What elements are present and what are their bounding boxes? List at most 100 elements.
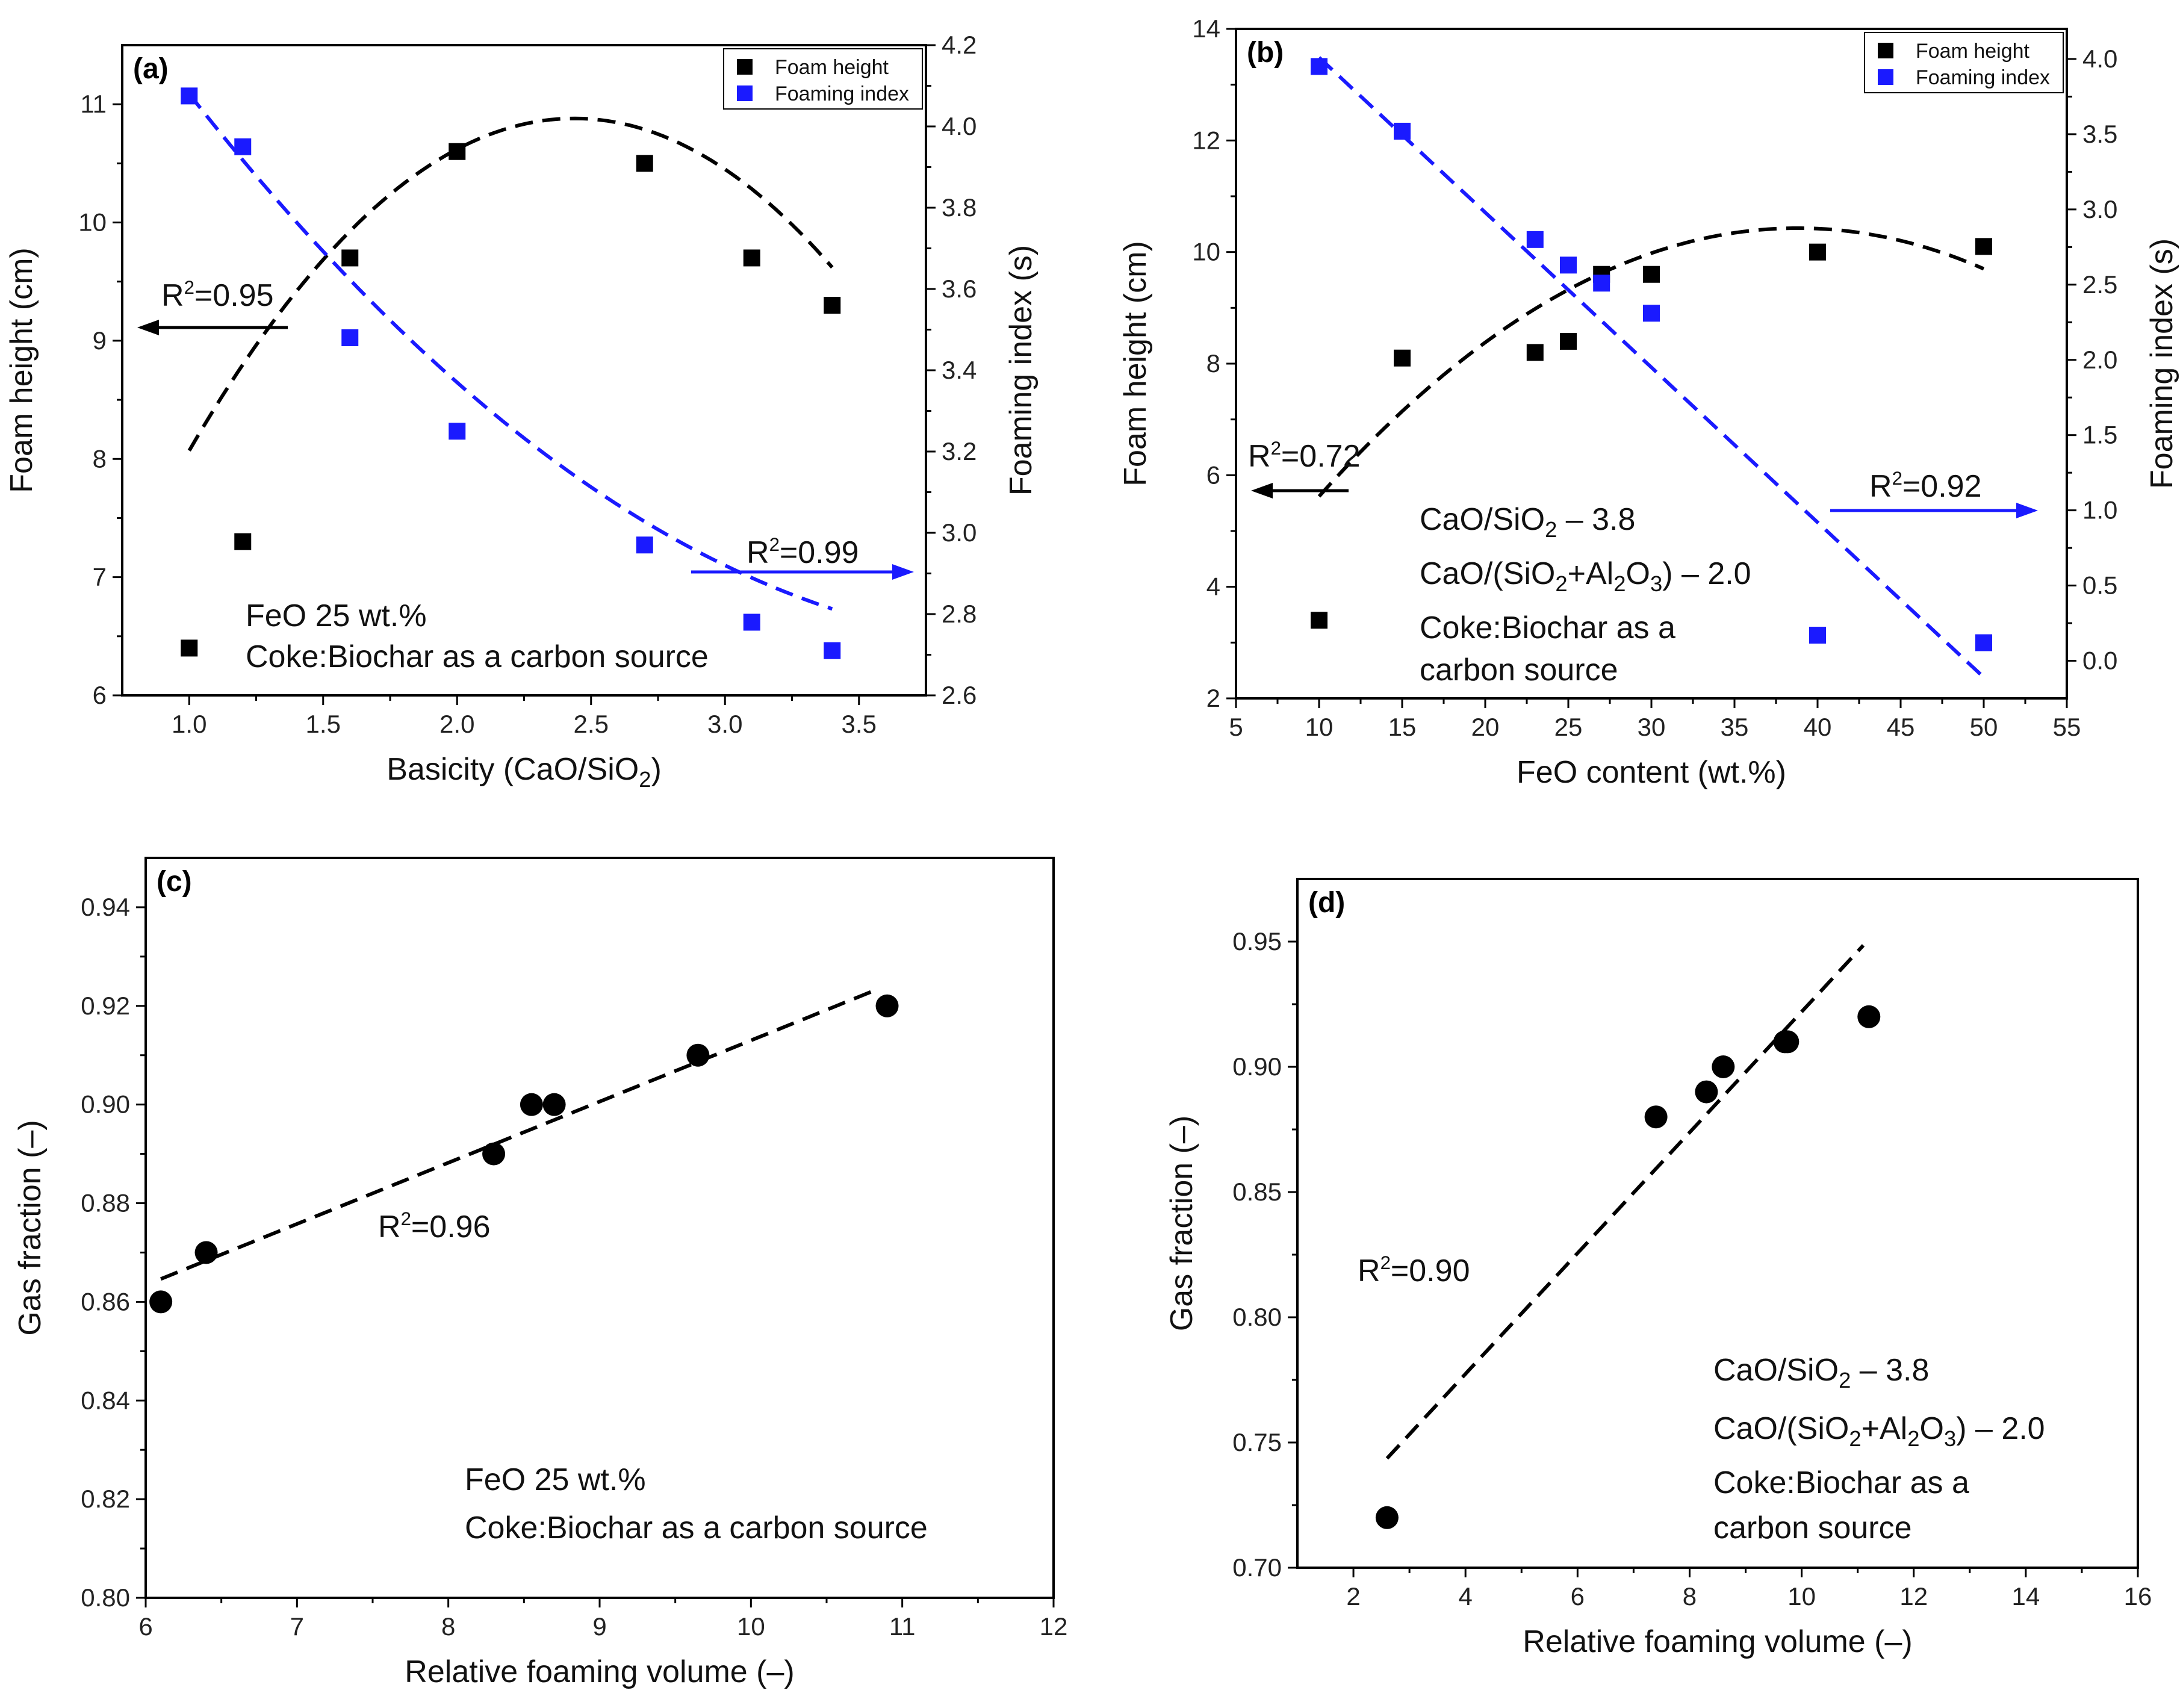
y2-tick-label: 3.2 xyxy=(942,437,977,465)
data-point-gas-fraction xyxy=(1712,1055,1735,1078)
y-tick-label: 0.95 xyxy=(1232,927,1282,955)
data-point-gas-fraction xyxy=(542,1093,566,1116)
x-tick-label: 10 xyxy=(1305,713,1334,741)
x-tick-label: 25 xyxy=(1554,713,1583,741)
plot-frame xyxy=(1296,878,2139,1569)
data-point-foaming-index xyxy=(1394,122,1411,140)
data-point-foam-height xyxy=(181,639,198,657)
y2-tick-label: 2.5 xyxy=(2082,270,2117,299)
y-tick-label: 9 xyxy=(93,326,107,355)
data-point-foaming-index xyxy=(1809,627,1826,644)
y2-tick-label: 4.0 xyxy=(2082,45,2117,73)
y2-tick-label: 1.0 xyxy=(2082,496,2117,524)
y2-axis-title: Foaming index (s) xyxy=(1004,245,1039,495)
x-tick-label: 55 xyxy=(2053,713,2081,741)
data-point-foam-height xyxy=(1311,612,1328,629)
note-line: CaO/(SiO2+Al2O3) – 2.0 xyxy=(1713,1411,2045,1451)
x-tick-label: 3.0 xyxy=(707,710,742,738)
y2-tick-label: 3.8 xyxy=(942,193,977,222)
r2-right-arrow-head xyxy=(2016,503,2038,518)
data-point-gas-fraction xyxy=(149,1290,173,1314)
r2-label-right: R2=0.92 xyxy=(1869,468,1982,504)
legend-marker xyxy=(1878,69,1893,85)
x-axis-title: Relative foaming volume (–) xyxy=(1523,1624,1912,1659)
note-line: FeO 25 wt.% xyxy=(465,1462,646,1497)
data-point-foaming-index xyxy=(1526,231,1544,248)
x-tick-label: 1.5 xyxy=(306,710,341,738)
y-tick-label: 0.94 xyxy=(81,893,130,921)
y-tick-label: 0.70 xyxy=(1232,1553,1282,1582)
x-axis-title: Basicity (CaO/SiO2) xyxy=(387,752,662,792)
r2-right-arrow xyxy=(691,564,914,580)
y2-tick-label: 1.5 xyxy=(2082,421,2117,449)
panel-label: (b) xyxy=(1247,37,1284,69)
data-point-foam-height xyxy=(1560,332,1577,350)
y-tick-label: 4 xyxy=(1206,573,1220,601)
x-tick-label: 10 xyxy=(1787,1582,1816,1610)
y-tick-label: 7 xyxy=(93,563,107,591)
y-tick-label: 0.80 xyxy=(81,1583,130,1612)
r2-right-arrow-head xyxy=(892,564,914,580)
note-line: CaO/(SiO2+Al2O3) – 2.0 xyxy=(1420,556,1751,596)
r2-left-arrow xyxy=(137,320,288,335)
x-tick-label: 50 xyxy=(1970,713,1998,741)
data-point-foaming-index xyxy=(1593,275,1610,292)
y2-tick-label: 4.2 xyxy=(942,31,977,59)
data-point-foaming-index xyxy=(1643,305,1660,322)
legend-entry: Foam height xyxy=(1916,40,2030,63)
r2-left-arrow-head xyxy=(1251,483,1273,498)
panel-label: (c) xyxy=(157,866,192,898)
data-point-foam-height xyxy=(449,143,466,160)
legend-marker xyxy=(737,85,753,101)
panel-label: (d) xyxy=(1308,887,1345,919)
y2-tick-label: 0.5 xyxy=(2082,571,2117,600)
panel-a: 1.0 1.5 2.0 2.5 3.0 3.5 6 7 8 9 10 11 2.6 2.8 3.0 3.2 3.… xyxy=(4,31,1039,792)
data-point-foam-height xyxy=(824,297,841,314)
data-point-gas-fraction xyxy=(520,1093,543,1116)
panel-d: 2 4 6 8 10 12 14 16 0.70 0.75 0.80 0.85 0.90 0.95 Rela… xyxy=(1164,878,2152,1659)
data-point-foam-height xyxy=(636,155,653,172)
x-tick-label: 2.0 xyxy=(439,710,474,738)
data-point-foam-height xyxy=(1643,266,1660,283)
x-tick-label: 10 xyxy=(737,1612,765,1641)
y2-tick-label: 4.0 xyxy=(942,112,977,140)
fit-line-foaming-index xyxy=(1317,56,1986,679)
data-point-gas-fraction xyxy=(1857,1005,1881,1028)
data-point-foam-height xyxy=(341,249,359,267)
data-point-foam-height xyxy=(1394,349,1411,367)
legend: Foam height Foaming index xyxy=(1864,32,2064,93)
x-tick-label: 5 xyxy=(1229,713,1243,741)
note-line: FeO 25 wt.% xyxy=(246,598,427,633)
data-point-gas-fraction xyxy=(875,994,899,1017)
fit-line-foaming-index xyxy=(187,93,833,611)
y-tick-label: 0.92 xyxy=(81,992,130,1020)
y-tick-label: 6 xyxy=(93,681,107,709)
y-axis-title: Foam height (cm) xyxy=(1118,241,1153,486)
x-tick-label: 2 xyxy=(1346,1582,1360,1610)
x-axis-title: Relative foaming volume (–) xyxy=(405,1654,794,1689)
x-tick-label: 14 xyxy=(2012,1582,2040,1610)
legend-entry: Foaming index xyxy=(775,82,909,105)
r2-label-left: R2=0.72 xyxy=(1248,438,1361,474)
x-tick-label: 40 xyxy=(1804,713,1832,741)
x-tick-label: 6 xyxy=(1571,1582,1585,1610)
data-point-foaming-index xyxy=(181,87,198,105)
data-point-gas-fraction xyxy=(194,1241,218,1264)
data-point-gas-fraction xyxy=(1776,1030,1800,1054)
panel-c: 6 7 8 9 10 11 12 0.80 0.82 0.84 0.86 0.88 0.90 0.92 0.… xyxy=(13,857,1067,1689)
data-point-foam-height xyxy=(743,249,760,267)
r2-right-arrow xyxy=(1830,503,2038,518)
r2-left-arrow-head xyxy=(137,320,159,335)
y-tick-label: 12 xyxy=(1192,126,1220,154)
y2-tick-label: 2.0 xyxy=(2082,346,2117,374)
note-line: Coke:Biochar as a carbon source xyxy=(465,1511,928,1545)
x-tick-label: 8 xyxy=(441,1612,455,1641)
x-tick-label: 7 xyxy=(290,1612,304,1641)
note-line: Coke:Biochar as a xyxy=(1713,1465,1969,1500)
y-tick-label: 10 xyxy=(78,208,107,237)
x-tick-label: 11 xyxy=(889,1612,916,1641)
x-tick-label: 12 xyxy=(1899,1582,1928,1610)
y-tick-label: 0.90 xyxy=(81,1090,130,1119)
data-point-gas-fraction xyxy=(482,1142,506,1166)
